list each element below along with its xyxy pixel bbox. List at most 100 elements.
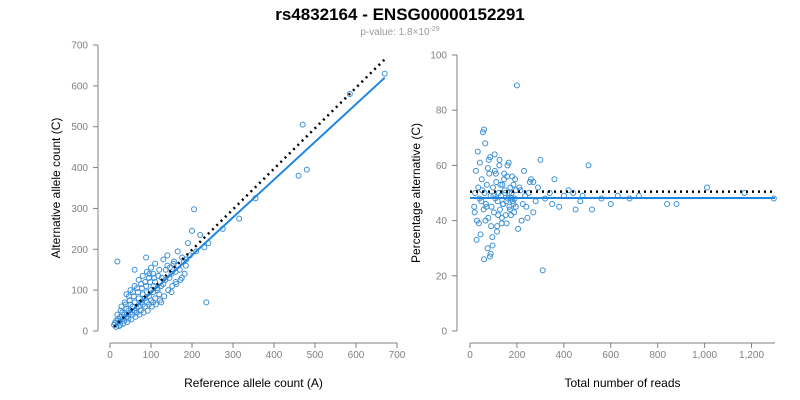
left-data-point (131, 266, 138, 273)
right-data-point (513, 82, 520, 89)
left-data-point (139, 272, 146, 279)
right-data-point (479, 129, 486, 136)
right-data-point (556, 203, 563, 210)
left-y-tick-label: 700 (71, 41, 88, 52)
right-data-point (520, 167, 527, 174)
right-data-point (549, 201, 556, 208)
right-data-point (475, 184, 482, 191)
right-data-point (499, 181, 506, 188)
right-data-point (506, 206, 513, 213)
left-y-tick-label: 400 (71, 163, 88, 174)
left-y-tick-label: 0 (82, 327, 88, 338)
left-data-point (114, 258, 121, 265)
left-y-tick-label: 600 (71, 81, 88, 92)
left-data-point (197, 231, 204, 238)
right-data-point (741, 190, 748, 196)
left-data-point (157, 297, 164, 304)
right-data-point (489, 234, 496, 241)
left-scatter-panel: 0 100 200 300 400 500 600 700 0 100 200 300 400 500 60… (49, 41, 406, 391)
right-data-point (524, 214, 531, 221)
right-data-point (481, 190, 488, 196)
left-data-point (148, 264, 154, 271)
right-data-point (471, 203, 478, 210)
left-data-point (121, 299, 128, 306)
right-data-point (535, 184, 542, 191)
right-data-point (508, 212, 515, 219)
right-data-point (505, 159, 512, 166)
right-data-point (673, 201, 680, 208)
left-x-tick-label: 200 (184, 350, 201, 361)
right-data-point (489, 242, 496, 249)
right-data-point (512, 187, 519, 194)
right-x-axis-title: Total number of reads (564, 376, 680, 390)
p-value-exponent: -29 (430, 26, 440, 33)
right-data-point (472, 167, 479, 174)
right-data-point (483, 181, 490, 188)
right-data-point (495, 212, 502, 219)
right-data-point (498, 214, 505, 221)
right-data-point (526, 178, 533, 185)
left-data-point (191, 206, 198, 213)
right-data-point (490, 209, 497, 216)
right-data-point (537, 156, 544, 163)
right-data-point (510, 201, 517, 208)
right-data-point (471, 209, 478, 216)
right-data-point (476, 159, 483, 166)
right-data-point (664, 201, 671, 208)
right-data-point (486, 253, 493, 260)
left-data-point (117, 307, 124, 314)
right-data-point (510, 181, 517, 188)
right-data-point (487, 250, 494, 257)
right-data-point (519, 201, 526, 208)
right-data-point (532, 198, 539, 205)
right-data-point (572, 206, 579, 213)
left-data-point (144, 307, 151, 314)
right-data-point (530, 209, 537, 216)
right-data-point (515, 225, 522, 232)
right-data-point (491, 151, 498, 158)
left-reference-line (113, 58, 386, 328)
right-y-tick-label: 40 (436, 216, 448, 227)
left-data-point (125, 315, 132, 322)
right-data-point (484, 245, 491, 252)
left-x-tick-label: 700 (389, 350, 406, 361)
right-data-point (491, 167, 498, 174)
right-data-point (500, 201, 507, 208)
left-data-point (142, 278, 149, 285)
right-data-point (530, 178, 537, 185)
left-data-point (129, 289, 136, 296)
right-data-point (502, 212, 509, 219)
right-data-point (473, 236, 480, 243)
left-data-point (381, 70, 388, 77)
right-y-tick-label: 0 (441, 327, 447, 338)
left-x-tick-label: 500 (307, 350, 324, 361)
right-y-tick-label: 60 (436, 161, 448, 172)
right-data-point (492, 170, 499, 177)
left-y-axis-title: Alternative allele count (C) (49, 118, 63, 259)
p-value-text: p-value: 1.8×10 (360, 27, 430, 38)
left-data-point (193, 248, 200, 255)
right-data-point (486, 170, 493, 177)
right-data-point (481, 126, 488, 133)
right-y-axis-title: Percentage alternative (C) (409, 123, 423, 263)
left-y-tick-label: 300 (71, 204, 88, 215)
right-x-tick-label: 600 (602, 350, 619, 361)
right-data-point (493, 178, 500, 185)
right-data-point (493, 228, 500, 235)
left-data-point (161, 293, 168, 300)
right-data-point (496, 156, 503, 163)
left-data-point (184, 240, 191, 247)
left-x-tick-label: 100 (143, 350, 160, 361)
right-data-point (488, 203, 495, 210)
right-data-point (607, 201, 614, 208)
right-data-point (501, 170, 508, 177)
left-data-point (160, 256, 167, 263)
left-x-tick-label: 0 (107, 350, 113, 361)
left-data-point (152, 301, 159, 308)
right-data-point (508, 190, 515, 196)
left-data-point (236, 215, 243, 222)
right-data-point (482, 217, 489, 224)
left-data-point (156, 266, 163, 273)
left-data-point (170, 258, 177, 265)
